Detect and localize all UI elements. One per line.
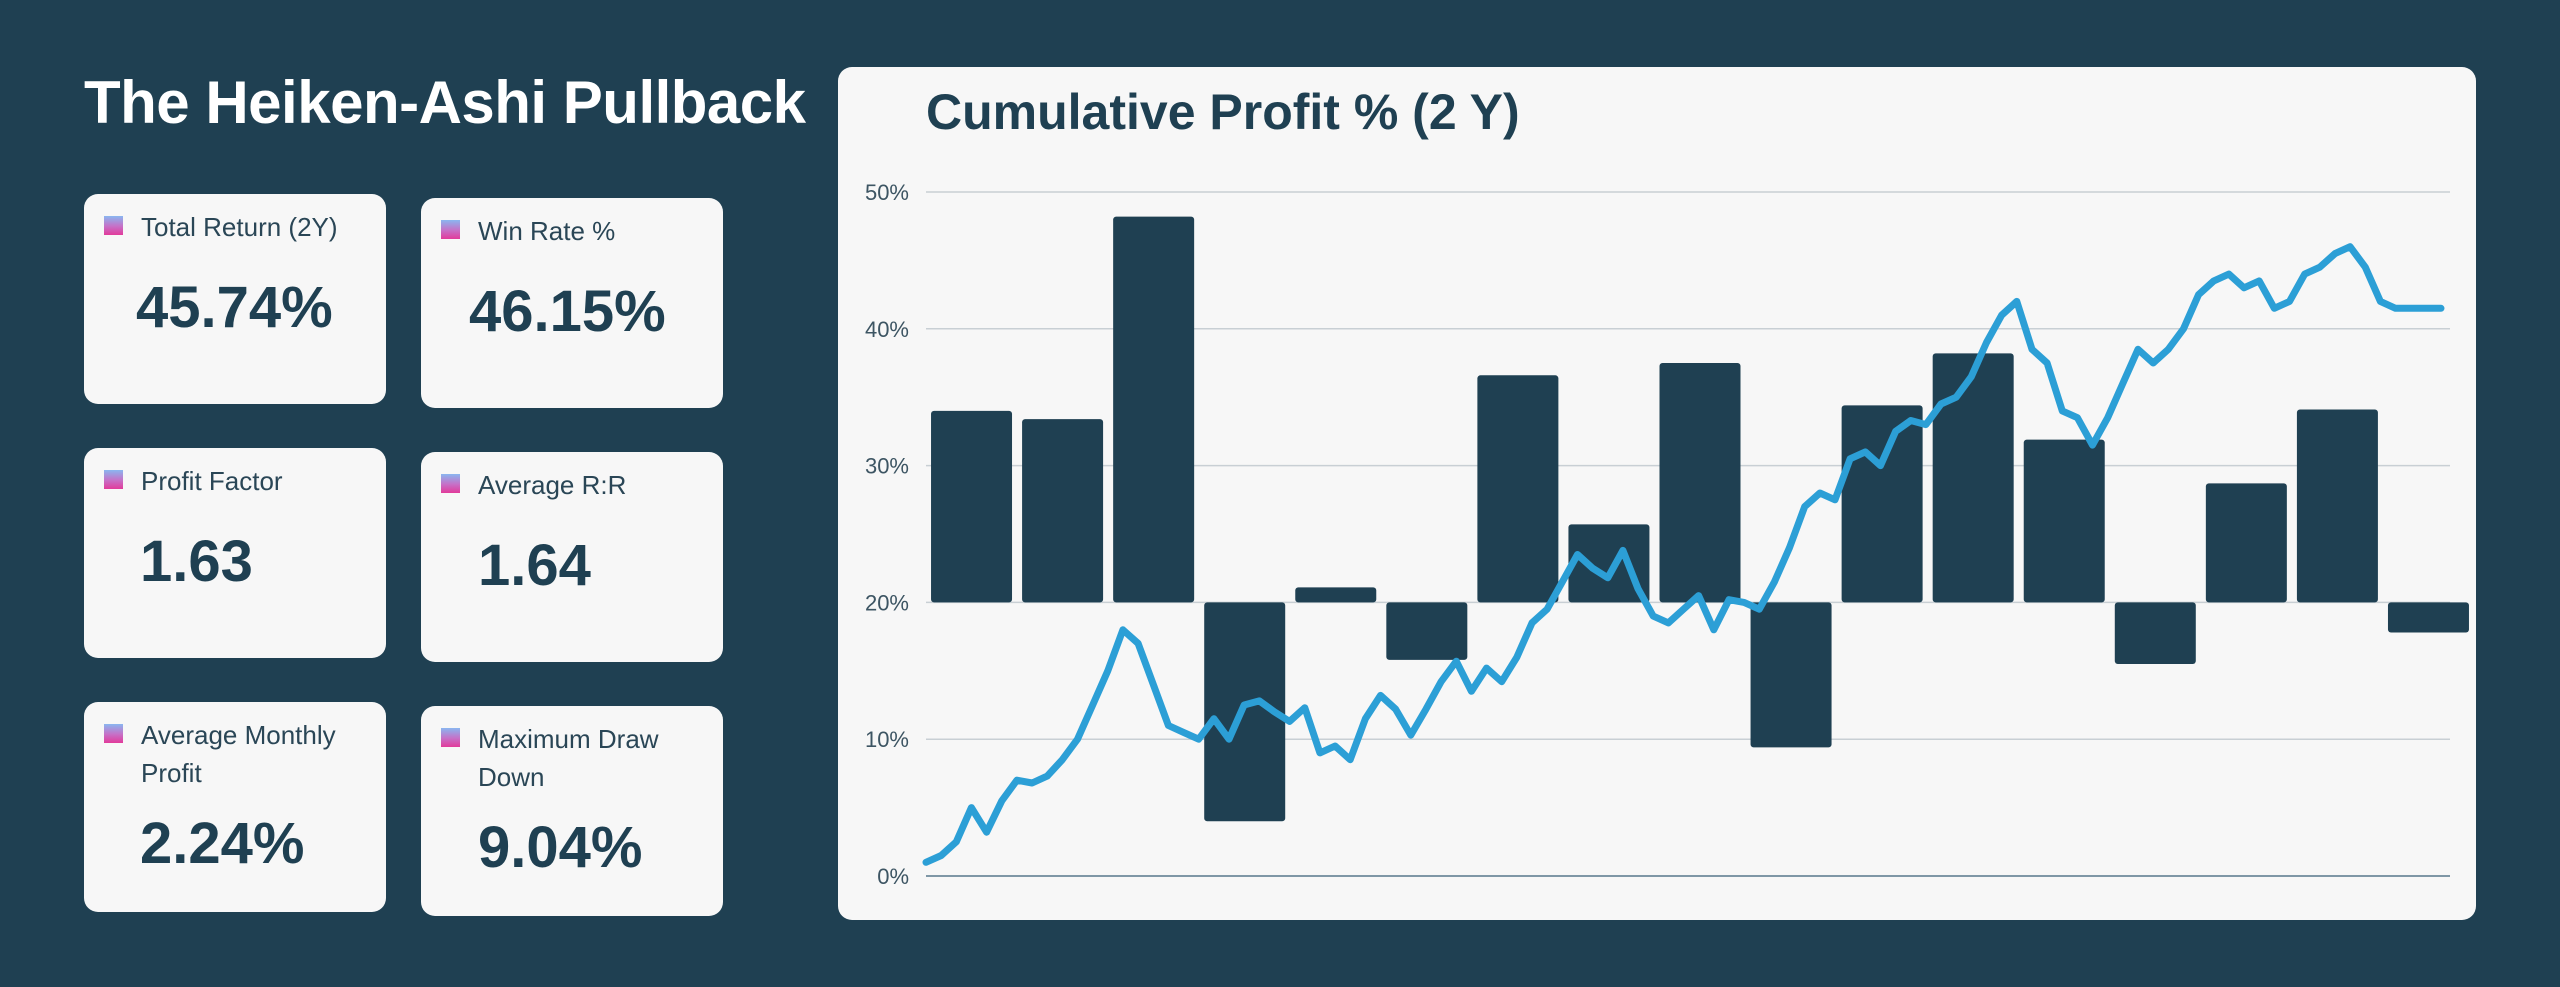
bar — [931, 410, 1013, 603]
stat-value: 1.64 — [478, 533, 591, 598]
bar — [1386, 602, 1468, 660]
bar — [1659, 363, 1741, 603]
bar — [2023, 439, 2105, 603]
stat-label: Profit Factor — [141, 466, 283, 496]
bar — [1477, 375, 1559, 603]
bar — [1295, 587, 1377, 603]
y-tick-label: 20% — [865, 590, 909, 615]
bar — [2387, 602, 2469, 633]
legend-square-icon — [104, 216, 123, 235]
stat-card-maximum-draw-down: Maximum Draw Down 9.04% — [421, 706, 723, 916]
cumulative-profit-line — [922, 243, 2445, 866]
legend-square-icon — [104, 724, 123, 743]
cumulative-profit-chart: 0% 10% 20% 30% 40% 50% — [865, 180, 2469, 889]
y-tick-label: 10% — [865, 727, 909, 752]
bar — [1022, 419, 1104, 603]
legend-square-icon — [104, 470, 123, 489]
stat-card-win-rate: Win Rate % 46.15% — [421, 198, 723, 408]
bar — [1750, 602, 1832, 748]
legend-square-icon — [441, 220, 460, 239]
stat-card-average-monthly-profit: Average Monthly Profit 2.24% — [84, 702, 386, 912]
page-title: The Heiken-Ashi Pullback — [84, 69, 806, 136]
stat-label: Win Rate % — [478, 216, 616, 246]
stat-card-profit-factor: Profit Factor 1.63 — [84, 448, 386, 658]
chart-title: Cumulative Profit % (2 Y) — [926, 84, 1520, 140]
y-tick-label: 30% — [865, 454, 909, 479]
stat-label: Average Monthly Profit — [141, 720, 336, 788]
y-tick-label: 0% — [877, 864, 909, 889]
bar — [1841, 405, 1923, 603]
stat-card-average-rr: Average R:R 1.64 — [421, 452, 723, 662]
chart-panel: Cumulative Profit % (2 Y) 0% 10% 20% 30% 40%… — [838, 67, 2476, 920]
y-tick-label: 50% — [865, 180, 909, 205]
bar — [2114, 602, 2196, 664]
legend-square-icon — [441, 474, 460, 493]
legend-square-icon — [441, 728, 460, 747]
bar — [2205, 483, 2287, 603]
stat-label: Total Return (2Y) — [141, 212, 338, 242]
y-tick-label: 40% — [865, 317, 909, 342]
stat-value: 2.24% — [140, 811, 305, 876]
stat-card-total-return: Total Return (2Y) 45.74% — [84, 194, 386, 404]
stat-label: Average R:R — [478, 470, 627, 500]
stat-value: 1.63 — [140, 529, 253, 594]
stat-value: 46.15% — [469, 279, 666, 344]
bar — [2296, 409, 2378, 603]
bar — [1568, 524, 1650, 603]
stat-value: 9.04% — [478, 815, 643, 880]
bar — [1113, 216, 1195, 603]
stat-value: 45.74% — [136, 275, 333, 340]
bar — [1932, 353, 2014, 603]
stat-label: Maximum Draw Down — [478, 724, 659, 792]
